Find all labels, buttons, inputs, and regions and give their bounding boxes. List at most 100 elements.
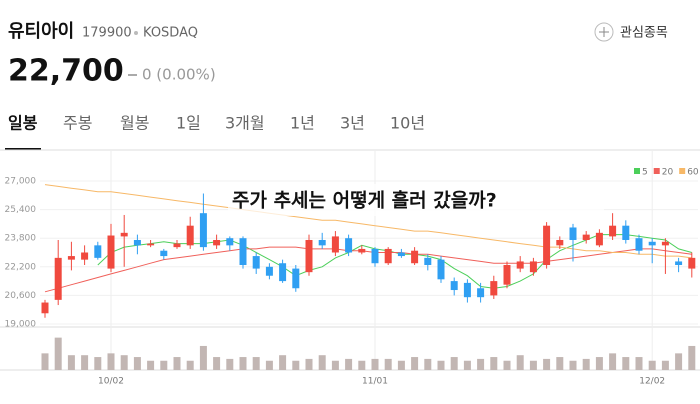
tab[interactable]: 1일 [176,114,201,133]
volume-bar [173,357,181,370]
candle-body [305,239,313,273]
candle-body [358,248,366,253]
tab[interactable]: 주봉 [63,114,92,133]
volume-bar [318,355,326,370]
candle-body [503,265,511,285]
candle-body [437,259,445,280]
volume-bar [556,357,564,370]
legend-swatch [653,168,660,174]
volume-bar [265,360,273,370]
candle-body [133,239,141,246]
tab[interactable]: 1년 [290,114,315,133]
y-tick-label: 20,600 [5,291,37,301]
volume-bar [199,345,207,370]
tab[interactable]: 월봉 [120,114,149,133]
tab[interactable]: 3개월 [225,114,265,133]
volume-bar [279,355,287,370]
volume-bar [411,357,419,370]
volume-bar [133,357,141,370]
volume-bar [41,353,49,370]
volume-bar [529,360,537,370]
volume-bar [345,358,353,370]
volume-bar [226,358,234,370]
candle-body [450,281,458,291]
annotation-bg [228,184,604,216]
legend-label: 5 [642,168,648,178]
x-tick-label: 11/01 [362,377,388,387]
tab[interactable]: 일봉 [8,114,38,133]
candle-body [331,236,339,253]
candle-body [424,257,432,266]
volume-bar [635,357,643,370]
candle-body [81,252,89,260]
candle-body [490,281,498,296]
candle-body [345,238,353,253]
candle-body [371,248,379,264]
volume-bar [371,358,379,370]
x-tick-label: 12/02 [639,377,665,387]
volume-bar [397,360,405,370]
candle-body [54,257,62,300]
volume-bar [252,357,260,370]
candle-body [173,243,181,248]
candle-body [635,238,643,251]
price: 22,700 [8,54,124,89]
legend-swatch [679,168,686,174]
candle-body [397,252,405,257]
volume-bar [622,357,630,370]
volume-bar [609,353,617,370]
tab-bar: 일봉 주봉 월봉 1일 3개월 1년 3년 10년 [5,114,425,150]
candle-body [648,241,656,246]
volume-bar [450,357,458,370]
volume-bar [543,358,551,370]
candle-body [186,225,194,246]
chart: 19,000 20,600 22,200 23,800 25,400 27,000 10/0… [0,151,700,387]
volume-bar [490,357,498,370]
candle-body [279,263,287,282]
volume-bar [186,360,194,370]
candle-body [292,268,300,289]
candle-body [252,256,260,269]
candle-body [411,250,419,264]
volume-bar [67,355,75,370]
candle-body [239,238,247,266]
watch-icon[interactable] [594,22,614,42]
market: KOSDAQ [143,26,198,41]
candle-body [529,261,537,273]
candle-body [226,238,234,246]
candle-body [477,288,485,298]
volume-bar [463,360,471,370]
volume-bar [305,358,313,370]
volume-bar [160,360,168,370]
volume-bar [569,360,577,370]
candle-body [199,213,207,248]
candle-body [675,261,683,266]
volume-bar [358,360,366,370]
volume-bar [292,360,300,370]
x-tick-label: 10/02 [98,377,124,387]
legend-label: 60 [687,168,699,178]
candle-body [265,266,273,276]
volume-bar [54,337,62,370]
volume-bar [94,357,102,370]
candle-body [147,243,155,246]
volume-bar [81,355,89,370]
volume-bar [384,358,392,370]
moving-average-line [44,184,692,259]
candle-body [107,235,115,269]
candle-body [384,248,392,264]
volume-bar [516,355,524,370]
candle-body [213,239,221,246]
y-tick-label: 19,000 [5,320,37,330]
candle-body [463,282,471,298]
volume-bar [648,360,656,370]
annotation: 주가 추세는 어떻게 흘러 갔을까? [232,189,497,212]
watch-button[interactable]: 관심종목 [620,26,668,41]
tab[interactable]: 10년 [390,114,425,133]
tab[interactable]: 3년 [340,114,365,133]
watch-plus[interactable] [599,27,609,37]
legend-label: 20 [662,168,674,178]
volume-bar [437,360,445,370]
tab-underline [5,148,41,150]
